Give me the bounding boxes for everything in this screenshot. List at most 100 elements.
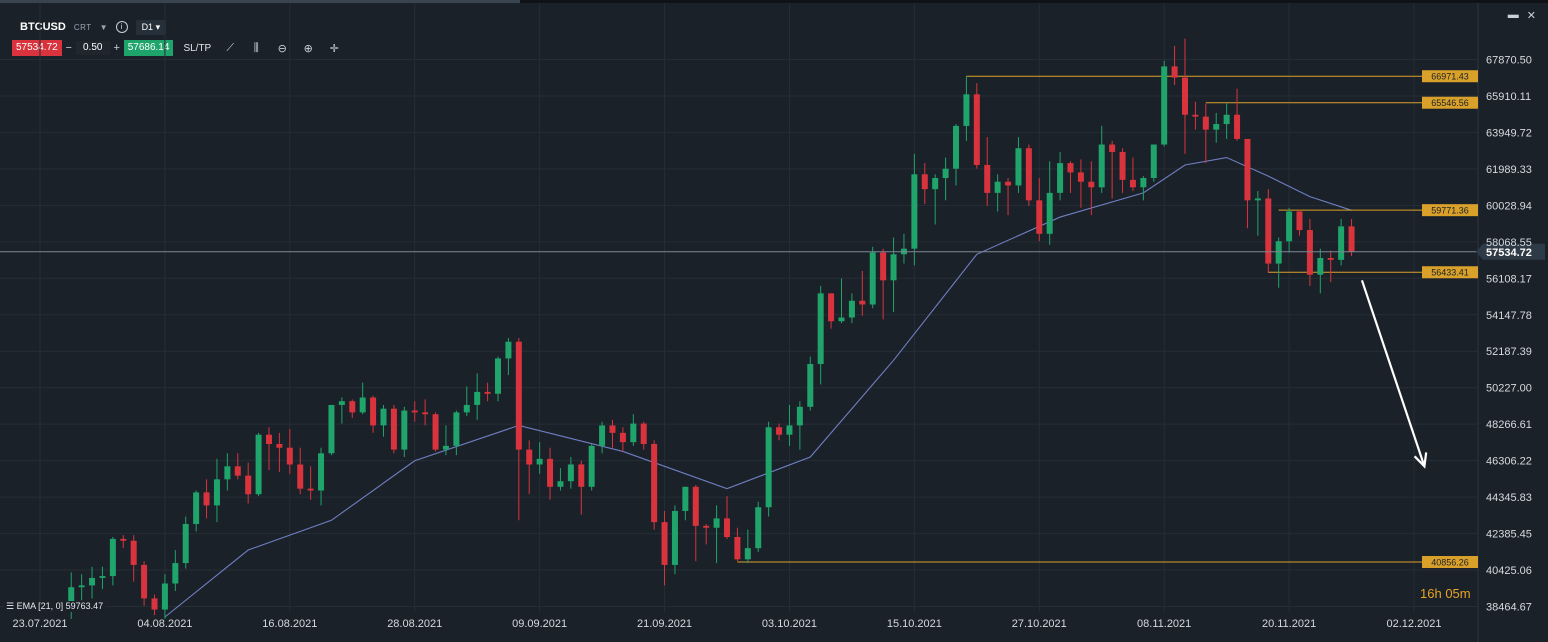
candle-body <box>724 518 730 538</box>
level-label-text: 66971.43 <box>1431 72 1469 82</box>
candle-bullish <box>1015 137 1022 193</box>
candle-body <box>1161 66 1168 145</box>
close-icon[interactable]: ✕ <box>1526 10 1536 22</box>
candle-bearish <box>526 440 533 495</box>
candle-bearish <box>1192 101 1199 130</box>
candle-bullish <box>1338 218 1345 266</box>
candle-bearish <box>1119 148 1126 193</box>
candle-bullish <box>338 397 345 424</box>
x-tick-label: 20.11.2021 <box>1262 618 1316 630</box>
candle-bearish <box>776 423 783 441</box>
candle-body <box>442 445 449 450</box>
candle-bullish <box>99 566 106 590</box>
countdown-hours-unit: h <box>1434 586 1442 601</box>
candle-body <box>276 444 283 448</box>
candle-body <box>713 518 720 528</box>
candle-body <box>307 488 314 491</box>
candle-body <box>99 576 106 578</box>
candle-bullish <box>474 373 481 420</box>
sl-tp-button[interactable]: SL/TP <box>183 42 212 54</box>
ema-legend[interactable]: ☰ EMA [21, 0] 59763.47 <box>4 601 106 612</box>
candle-body <box>984 164 991 193</box>
candle-body <box>1202 116 1209 130</box>
candles-icon[interactable]: ⫼ <box>253 41 259 54</box>
candle-bearish <box>1244 138 1251 229</box>
quantity-input[interactable]: 0.50 <box>75 41 110 55</box>
sell-price-button[interactable]: 57534.72 <box>12 40 62 56</box>
candle-body <box>1150 144 1157 179</box>
candle-body <box>921 174 928 190</box>
candle-bullish <box>193 490 200 532</box>
candle-bearish <box>703 523 710 545</box>
candle-bullish <box>495 356 501 402</box>
ema-legend-text: EMA [21, 0] 59763.47 <box>16 601 104 611</box>
candle-bearish <box>547 447 554 500</box>
candle-body <box>422 412 429 415</box>
candle-bearish <box>120 535 127 549</box>
info-icon[interactable]: i <box>115 21 128 33</box>
timeframe-selector[interactable]: D1 ▾ <box>135 19 167 35</box>
candle-bullish <box>1275 237 1282 288</box>
candle-body <box>453 412 460 446</box>
minimize-icon[interactable]: ▬ <box>1507 9 1519 21</box>
candle-bullish <box>796 401 803 450</box>
candle-bearish <box>1088 161 1095 216</box>
candle-bearish <box>651 440 658 530</box>
current-price-line: 57534.72 <box>0 243 1545 260</box>
level-label-text: 40856.26 <box>1431 558 1469 568</box>
current-price-tag: 57534.72 <box>1476 243 1545 260</box>
zoom-in-icon[interactable]: ⊕ <box>303 42 313 55</box>
candle-body <box>172 563 179 584</box>
increase-quantity-button[interactable]: + <box>113 42 120 54</box>
candle-body <box>796 406 803 426</box>
candle-bearish <box>390 404 397 454</box>
candle-bullish <box>557 468 564 491</box>
y-tick-label: 44345.83 <box>1486 492 1532 504</box>
candle-body <box>411 410 418 413</box>
candle-bearish <box>1234 88 1241 141</box>
y-tick-label: 46306.22 <box>1486 456 1532 468</box>
x-tick-label: 16.08.2021 <box>262 618 317 630</box>
candle-body <box>328 404 335 454</box>
candle-body <box>588 445 595 487</box>
candle-bearish <box>661 510 668 586</box>
candle-body <box>318 453 325 491</box>
candle-body <box>1129 179 1136 188</box>
candle-body <box>1296 211 1303 231</box>
window-controls: ▬ ✕ <box>1508 9 1536 22</box>
current-price-tag-bg <box>1476 243 1545 260</box>
candle-body <box>390 408 397 450</box>
layers-icon: ☰ <box>6 601 15 611</box>
candle-body <box>890 254 897 281</box>
y-tick-label: 42385.45 <box>1486 529 1532 541</box>
decrease-quantity-button[interactable]: − <box>65 42 72 54</box>
candle-bullish <box>1098 125 1105 193</box>
candle-bullish <box>953 124 959 186</box>
candle-body <box>859 300 866 305</box>
candle-body <box>651 444 658 523</box>
buy-price-button[interactable]: 57686.14 <box>123 40 174 56</box>
candle-bullish <box>172 550 179 591</box>
candle-bullish <box>78 574 85 601</box>
y-tick-label: 61989.33 <box>1486 164 1532 176</box>
candle-bearish <box>130 535 137 582</box>
candle-body <box>505 341 512 359</box>
candle-body <box>1348 226 1355 252</box>
symbol-label[interactable]: BTCUSD <box>20 21 66 33</box>
candle-body <box>286 447 293 465</box>
crosshair-icon[interactable]: ✛ <box>329 42 339 55</box>
candle-body <box>359 397 366 413</box>
line-chart-icon[interactable]: ⟋ <box>226 41 235 54</box>
chevron-down-icon[interactable]: ▼ <box>99 22 108 32</box>
zoom-out-icon[interactable]: ⊖ <box>277 42 287 55</box>
x-tick-label: 04.08.2021 <box>137 618 192 630</box>
candle-body <box>255 434 262 495</box>
candle-bearish <box>880 248 887 320</box>
y-tick-label: 65910.11 <box>1486 91 1531 103</box>
candle-body <box>297 464 304 489</box>
x-tick-label: 28.08.2021 <box>387 618 442 630</box>
candle-body <box>1275 241 1282 264</box>
level-label-text: 65546.56 <box>1431 98 1469 108</box>
level-label: 40856.26 <box>1422 556 1478 569</box>
